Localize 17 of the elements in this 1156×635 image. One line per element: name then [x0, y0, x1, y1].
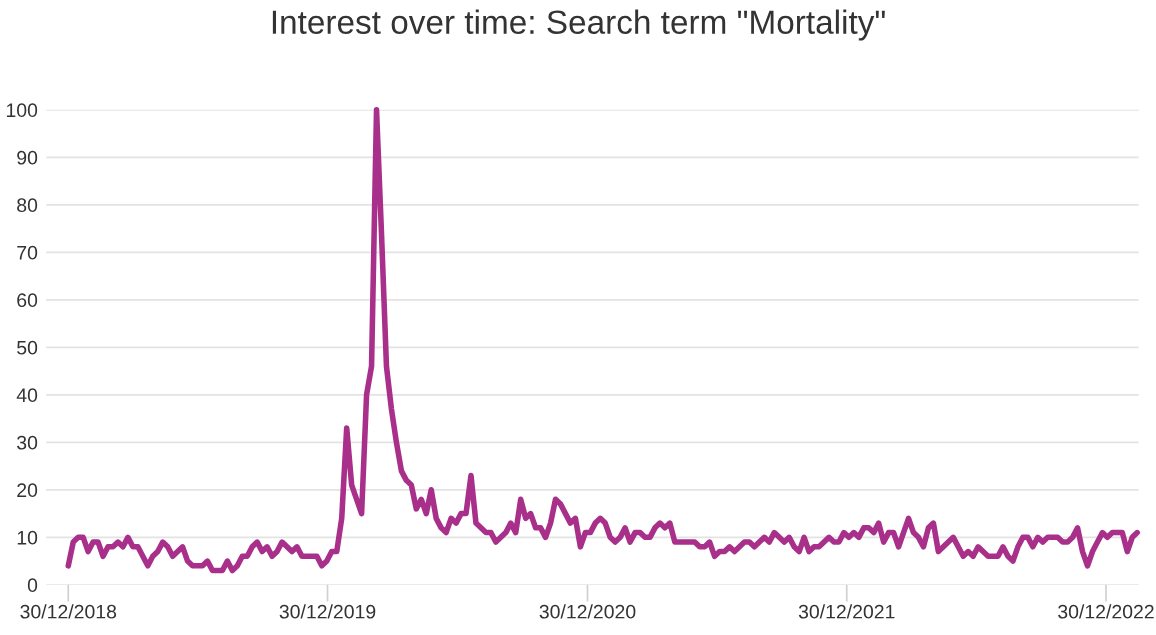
x-tick-label: 30/12/2020: [539, 604, 636, 619]
x-tick-label: 30/12/2022: [1058, 604, 1154, 619]
y-tick-label: 70: [17, 245, 38, 260]
y-tick-label: 20: [17, 483, 38, 498]
chart-title: Interest over time: Search term "Mortality": [272, 9, 885, 41]
y-tick-label: 30: [17, 435, 38, 450]
y-tick-label: 0: [27, 578, 38, 593]
y-tick-label: 10: [17, 530, 38, 545]
x-tick-label: 30/12/2019: [279, 604, 376, 619]
x-tick-label: 30/12/2018: [20, 604, 117, 619]
y-tick-label: 90: [17, 150, 38, 165]
y-tick-label: 100: [6, 103, 38, 118]
y-tick-label: 40: [16, 388, 38, 403]
x-tick-label: 30/12/2021: [798, 604, 895, 619]
y-tick-label: 80: [17, 198, 38, 213]
y-tick-label: 60: [17, 293, 38, 308]
y-tick-label: 50: [17, 340, 38, 355]
